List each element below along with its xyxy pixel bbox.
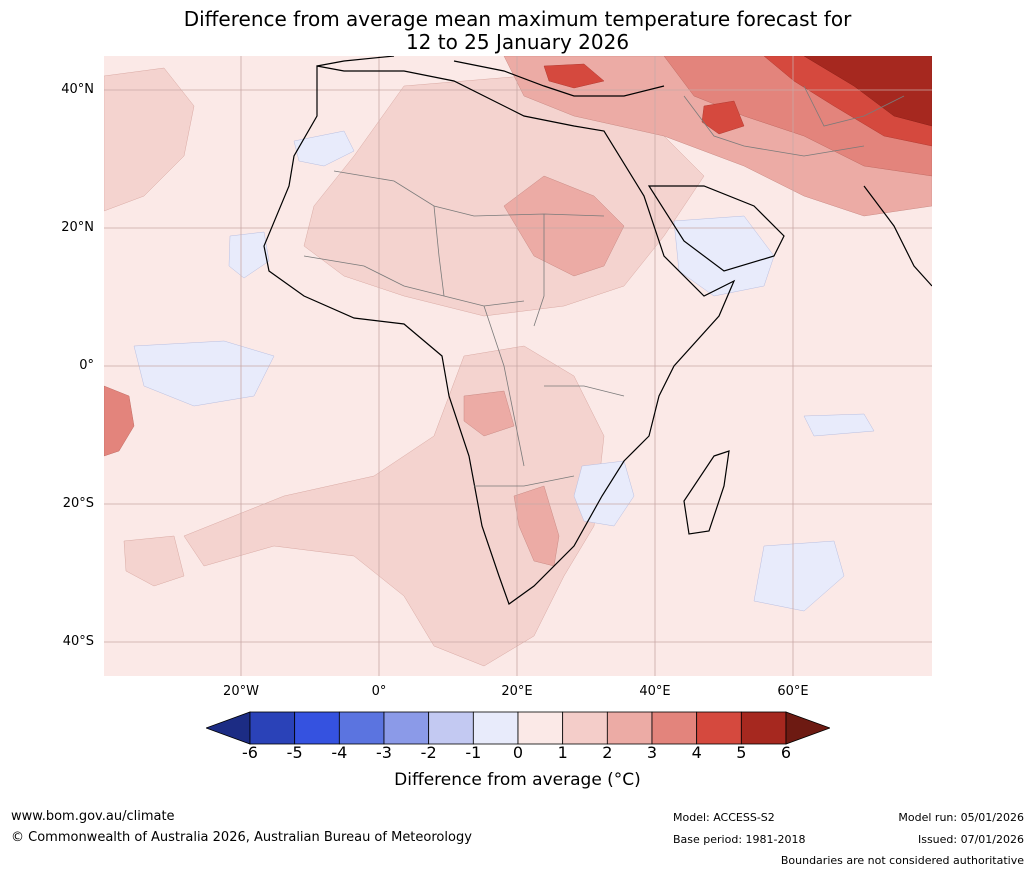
anomaly-region-seychelles [803,413,875,437]
coastline-arabian-peninsula [647,185,785,272]
colorbar-segment [606,711,653,745]
colorbar-tick-label: 1 [557,743,568,762]
footer-disclaimer: Boundaries are not considered authoritat… [780,854,1024,867]
lon-label-20e: 20°E [501,684,533,699]
anomaly-region-north-atlantic [104,67,195,212]
colorbar-segment [651,711,698,745]
country-borders [303,85,905,487]
colorbar-tick-label: 4 [691,743,702,762]
anomaly-region-south-atlantic [123,535,185,587]
colorbar-segment [562,711,608,745]
colorbar-tick-label: -5 [286,743,303,762]
colorbar-tick-label: -3 [376,743,392,762]
colorbar-segment [294,711,340,745]
colorbar-tick-label: 2 [602,743,613,762]
colorbar-tick-label: 5 [736,743,747,762]
anomaly-region-black-sea [543,63,605,89]
coastlines [263,56,932,605]
colorbar-extend-low [206,711,251,745]
graticule [104,56,932,676]
forecast-map [104,56,932,676]
colorbar-tick-label: -4 [331,743,348,762]
footer-copyright: © Commonwealth of Australia 2026, Austra… [11,830,472,845]
coastline-europe [316,56,665,97]
footer-model-run: Model run: 05/01/2026 [898,811,1024,824]
colorbar-segment [517,711,564,745]
colorbar-tick-label: 3 [646,743,658,762]
colorbar-segment [428,711,474,745]
footer-website: www.bom.gov.au/climate [11,809,175,824]
title-line-1: Difference from average mean maximum tem… [183,7,852,31]
coastline-madagascar [683,450,730,535]
colorbar-tick-label: -6 [242,743,258,762]
coastline-africa [263,65,736,605]
footer-issued: Issued: 07/01/2026 [917,833,1024,846]
anomaly-region-iraq [701,100,745,135]
title-line-2: 12 to 25 January 2026 [405,30,630,54]
colorbar-tick-label: -2 [420,743,437,762]
lat-label-20s: 20°S [62,496,94,511]
lat-label-40s: 40°S [62,634,94,649]
colorbar-extend-high [785,711,830,745]
colorbar-segment [338,711,385,745]
anomaly-region-egypt-sudan [503,175,625,277]
anomaly-region-gulf-of-guinea [133,340,275,407]
colorbar-segment [249,711,296,745]
coastline-india [863,185,932,287]
anomaly-region-angola [463,390,515,437]
footer-model: Model: ACCESS-S2 [673,811,775,824]
anomaly-region-canaries [293,130,355,167]
colorbar-segment [472,711,519,745]
lat-label-20n: 20°N [61,220,94,235]
lat-label-0: 0° [79,358,94,373]
anomaly-region-west-atlantic [104,385,135,457]
lon-label-20w: 20°W [223,684,259,699]
anomaly-region-cape-verde [228,231,270,279]
footer-base-period: Base period: 1981-2018 [673,833,806,846]
colorbar-tick-label: 0 [512,743,524,762]
lon-label-40e: 40°E [639,684,671,699]
lon-label-60e: 60°E [777,684,809,699]
colorbar-tick-label: 6 [780,743,792,762]
lon-label-0: 0° [371,684,387,699]
anomaly-region-central-asia [803,56,932,127]
chart-title: Difference from average mean maximum tem… [0,8,1035,54]
anomaly-region-indian-ocean [753,540,845,612]
colorbar-segment [383,711,430,745]
colorbar-segment [740,711,787,745]
colorbar [206,711,830,745]
lat-label-40n: 40°N [61,82,94,97]
colorbar-tick-label: -1 [465,743,482,762]
colorbar-segment [696,711,742,745]
colorbar-label: Difference from average (°C) [394,770,641,790]
